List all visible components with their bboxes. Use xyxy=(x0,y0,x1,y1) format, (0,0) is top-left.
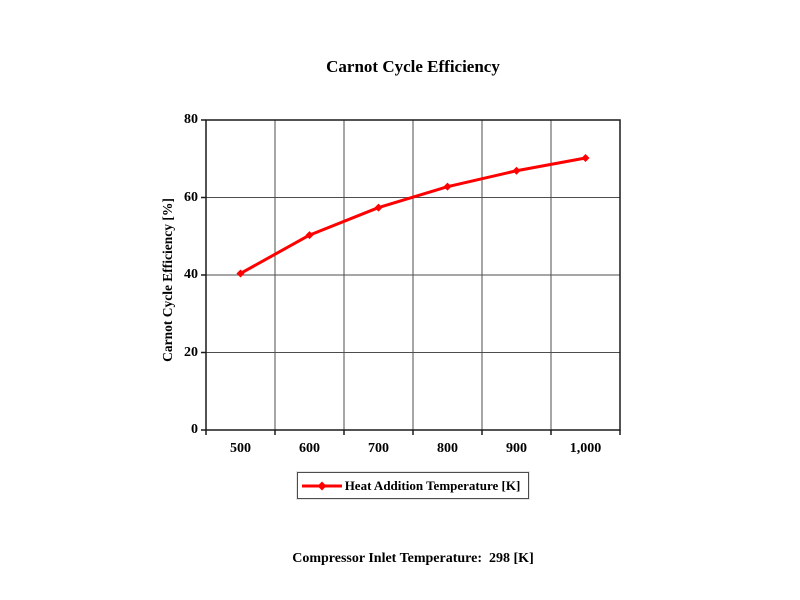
x-axis-tick-labels: 500 600 700 800 900 1,000 xyxy=(206,441,620,457)
x-tick-label: 1,000 xyxy=(569,441,602,456)
series-marker xyxy=(581,153,590,162)
y-tick-label: 40 xyxy=(184,267,198,282)
x-tick-label: 800 xyxy=(437,441,458,456)
x-tick-label: 600 xyxy=(299,441,320,456)
y-tick-label: 0 xyxy=(191,422,198,437)
y-tick-label: 20 xyxy=(184,344,198,360)
x-tick-label: 500 xyxy=(230,441,251,456)
x-tick-label: 700 xyxy=(368,441,389,456)
plot-area xyxy=(201,119,621,435)
legend-box: Heat Addition Temperature [K] xyxy=(296,472,530,499)
legend-series-marker-icon xyxy=(301,481,342,490)
plot-svg xyxy=(201,119,621,435)
series-marker xyxy=(374,203,383,212)
chart-title: Carnot Cycle Efficiency xyxy=(326,57,500,76)
series-line xyxy=(239,156,587,275)
x-tick-label: 900 xyxy=(506,441,527,456)
series-marker xyxy=(512,166,521,175)
series-marker xyxy=(305,231,314,240)
y-axis-tick-labels: 0 20 40 60 80 xyxy=(140,113,198,437)
caption-text: Compressor Inlet Temperature: 298 [K] xyxy=(292,551,534,566)
y-tick-label: 80 xyxy=(184,112,198,127)
y-tick-label: 60 xyxy=(184,189,198,205)
series-marker xyxy=(443,182,452,191)
legend-row: Heat Addition Temperature [K] xyxy=(206,472,620,499)
series-marker xyxy=(236,269,245,278)
legend-label: Heat Addition Temperature [K] xyxy=(344,477,521,493)
